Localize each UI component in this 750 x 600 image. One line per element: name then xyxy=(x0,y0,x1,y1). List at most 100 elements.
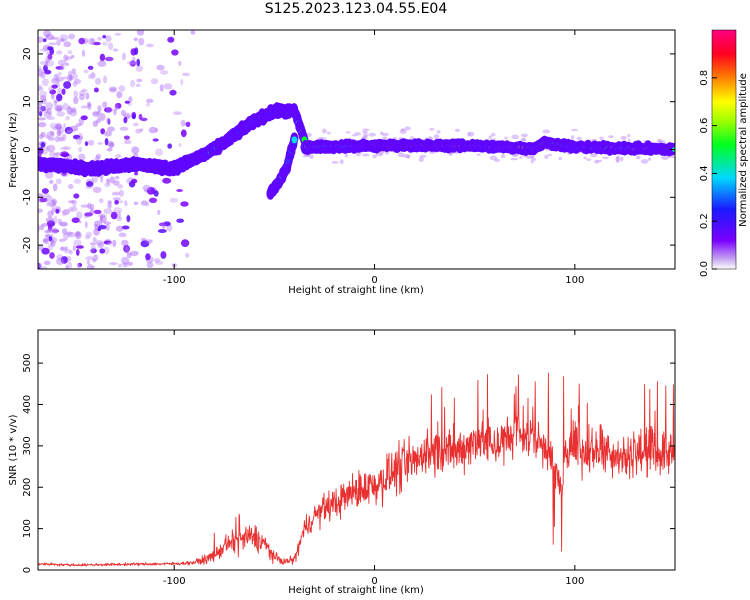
noise-blob xyxy=(135,128,142,134)
noise-blob xyxy=(84,141,89,147)
noise-blob xyxy=(104,182,111,188)
halo-blob xyxy=(490,132,496,137)
halo-blob xyxy=(467,132,471,137)
noise-blob xyxy=(87,65,94,70)
noise-blob xyxy=(75,123,82,127)
noise-blob xyxy=(71,107,77,113)
halo-blob xyxy=(429,127,435,131)
noise-blob xyxy=(63,41,72,48)
noise-blob xyxy=(40,142,46,148)
noise-blob xyxy=(157,209,161,216)
noise-blob xyxy=(103,208,113,215)
noise-blob xyxy=(148,126,158,134)
noise-blob xyxy=(116,91,123,99)
noise-blob xyxy=(146,102,151,107)
halo-blob xyxy=(361,153,370,157)
noise-blob xyxy=(97,141,104,145)
noise-blob xyxy=(44,135,51,139)
noise-blob xyxy=(53,100,58,107)
noise-blob xyxy=(41,78,49,87)
noise-blob xyxy=(98,198,104,204)
noise-blob xyxy=(102,41,108,46)
halo-blob xyxy=(576,136,582,141)
noise-blob xyxy=(66,231,76,238)
halo-blob xyxy=(436,130,441,134)
snr-y-label: SNR (10 * v/v) xyxy=(8,414,19,485)
noise-blob xyxy=(70,207,78,212)
snr-marks xyxy=(38,372,675,567)
noise-blob xyxy=(38,100,43,108)
noise-blob xyxy=(48,42,57,46)
y-tick-label: 0 xyxy=(22,567,33,573)
noise-blob xyxy=(133,37,139,42)
noise-blob xyxy=(53,215,58,224)
noise-blob xyxy=(57,59,66,66)
noise-blob xyxy=(107,241,112,246)
noise-blob xyxy=(52,126,60,131)
halo-blob xyxy=(627,134,631,138)
noise-blob xyxy=(91,265,96,269)
noise-blob xyxy=(55,178,62,185)
noise-blob xyxy=(54,105,63,112)
halo-blob xyxy=(521,133,528,138)
halo-blob xyxy=(570,135,575,140)
halo-blob xyxy=(419,154,427,158)
noise-blob xyxy=(44,61,48,68)
noise-blob xyxy=(79,93,85,101)
noise-blob xyxy=(39,224,45,231)
noise-blob xyxy=(48,86,54,92)
halo-blob xyxy=(532,158,537,161)
noise-blob xyxy=(46,107,52,115)
noise-blob xyxy=(64,246,68,251)
noise-blob xyxy=(45,33,54,41)
noise-blob xyxy=(190,30,196,35)
noise-blob xyxy=(111,191,121,196)
noise-blob xyxy=(79,90,86,96)
noise-blob xyxy=(63,146,72,151)
noise-blob xyxy=(57,126,65,134)
noise-blob xyxy=(98,213,107,218)
noise-blob xyxy=(40,95,47,102)
noise-blob xyxy=(87,139,95,146)
noise-blob xyxy=(152,138,159,142)
noise-blob xyxy=(56,129,62,136)
noise-blob xyxy=(43,146,50,151)
halo-blob xyxy=(504,136,508,140)
noise-blob xyxy=(49,122,59,129)
noise-blob xyxy=(71,217,80,223)
noise-blob xyxy=(97,36,102,41)
noise-blob xyxy=(132,56,136,62)
noise-blob xyxy=(73,178,82,184)
noise-blob xyxy=(56,111,65,117)
chart-title: S125.2023.123.04.55.E04 xyxy=(264,1,448,17)
noise-blob xyxy=(49,252,55,259)
noise-blob xyxy=(75,245,84,249)
noise-blob xyxy=(181,72,191,77)
halo-blob xyxy=(339,159,344,165)
noise-blob xyxy=(171,49,179,56)
noise-blob xyxy=(109,88,117,93)
noise-blob xyxy=(113,207,123,214)
noise-blob xyxy=(53,206,62,212)
noise-blob xyxy=(65,56,72,60)
halo-blob xyxy=(381,132,390,136)
noise-blob xyxy=(180,201,189,207)
noise-blob xyxy=(63,54,69,62)
noise-blob xyxy=(46,131,55,139)
noise-blob xyxy=(131,146,140,155)
halo-blob xyxy=(583,156,587,160)
noise-blob xyxy=(92,186,102,193)
noise-blob xyxy=(45,217,55,223)
noise-blob xyxy=(76,248,80,256)
noise-blob xyxy=(41,188,49,194)
noise-blob xyxy=(180,239,190,248)
halo-blob xyxy=(355,151,362,157)
noise-blob xyxy=(145,98,154,103)
noise-blob xyxy=(71,68,77,75)
noise-blob xyxy=(146,187,156,195)
noise-blob xyxy=(133,122,139,127)
noise-blob xyxy=(76,263,81,269)
noise-blob xyxy=(157,229,167,233)
noise-blob xyxy=(43,193,51,198)
